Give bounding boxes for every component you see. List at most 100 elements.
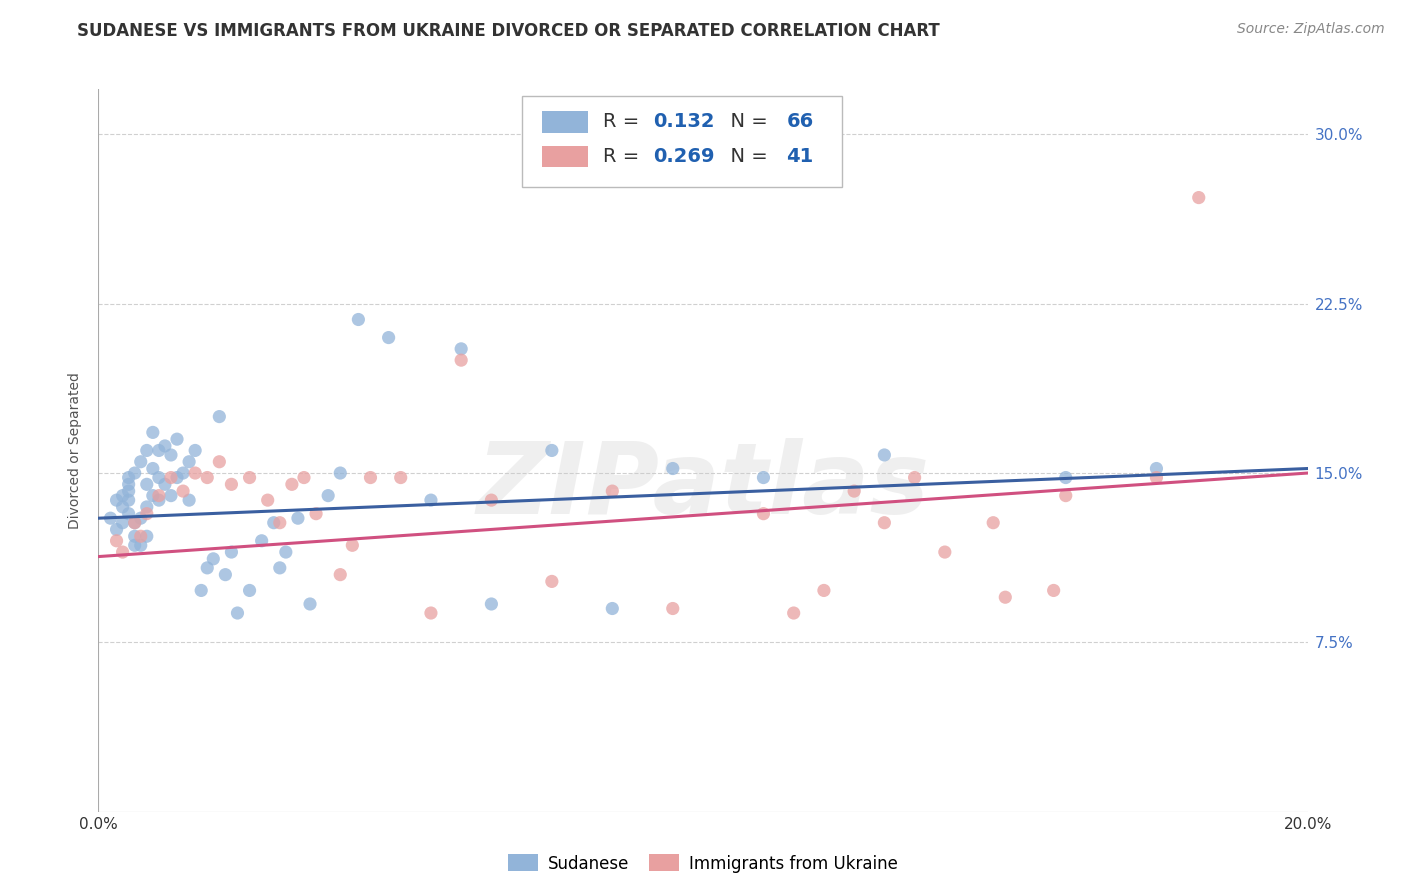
Point: [105, 523, 128, 537]
Point: [752, 470, 775, 484]
Point: [813, 583, 835, 598]
Point: [184, 443, 207, 458]
Point: [481, 493, 503, 508]
Point: [142, 489, 165, 503]
Text: ZIPatlas: ZIPatlas: [477, 438, 929, 535]
Text: 0.269: 0.269: [654, 147, 714, 166]
Point: [269, 561, 291, 575]
Point: [250, 533, 273, 548]
Point: [135, 507, 157, 521]
Point: [184, 466, 207, 480]
Point: [124, 538, 146, 552]
FancyBboxPatch shape: [522, 96, 842, 186]
Point: [420, 493, 443, 508]
Point: [1054, 489, 1077, 503]
Point: [450, 353, 472, 368]
Point: [166, 470, 188, 484]
Text: R =: R =: [603, 112, 645, 131]
Point: [221, 545, 243, 559]
Point: [981, 516, 1004, 530]
Text: N =: N =: [717, 112, 773, 131]
Point: [1188, 190, 1211, 204]
Y-axis label: Divorced or Separated: Divorced or Separated: [69, 372, 83, 529]
Point: [160, 448, 183, 462]
Text: 41: 41: [786, 147, 814, 166]
Point: [263, 516, 285, 530]
Point: [602, 601, 624, 615]
Point: [153, 477, 176, 491]
Point: [481, 597, 503, 611]
Point: [105, 493, 128, 508]
Point: [377, 330, 399, 344]
Point: [111, 516, 134, 530]
Point: [160, 489, 183, 503]
Text: N =: N =: [717, 147, 773, 166]
Point: [135, 529, 157, 543]
Point: [111, 500, 134, 514]
Point: [450, 342, 472, 356]
Point: [873, 448, 896, 462]
Point: [934, 545, 956, 559]
Text: 66: 66: [786, 112, 814, 131]
Point: [316, 489, 339, 503]
Point: [752, 507, 775, 521]
Point: [256, 493, 278, 508]
Point: [299, 597, 322, 611]
Point: [783, 606, 806, 620]
FancyBboxPatch shape: [543, 145, 588, 167]
Point: [166, 432, 188, 446]
Text: 0.132: 0.132: [654, 112, 714, 131]
Point: [129, 455, 152, 469]
Point: [129, 538, 152, 552]
Point: [1144, 470, 1167, 484]
Point: [420, 606, 443, 620]
Point: [118, 484, 141, 499]
Point: [226, 606, 249, 620]
Point: [1054, 470, 1077, 484]
Point: [274, 545, 297, 559]
Point: [342, 538, 364, 552]
Text: R =: R =: [603, 147, 645, 166]
Point: [208, 409, 231, 424]
Point: [214, 567, 236, 582]
Point: [172, 466, 194, 480]
Point: [179, 493, 201, 508]
Point: [148, 443, 170, 458]
Point: [292, 470, 315, 484]
Point: [148, 489, 170, 503]
Point: [208, 455, 231, 469]
Point: [148, 493, 170, 508]
Point: [160, 470, 183, 484]
Point: [873, 516, 896, 530]
Point: [135, 477, 157, 491]
Point: [100, 511, 122, 525]
Point: [124, 529, 146, 543]
Point: [179, 455, 201, 469]
Point: [118, 493, 141, 508]
Point: [124, 516, 146, 530]
Point: [329, 466, 352, 480]
Point: [195, 561, 218, 575]
Point: [904, 470, 927, 484]
Point: [135, 500, 157, 514]
Point: [129, 511, 152, 525]
Point: [153, 439, 176, 453]
Point: [281, 477, 304, 491]
Point: [118, 507, 141, 521]
Point: [360, 470, 382, 484]
Point: [389, 470, 412, 484]
Point: [195, 470, 218, 484]
Legend: Sudanese, Immigrants from Ukraine: Sudanese, Immigrants from Ukraine: [501, 847, 905, 880]
Point: [239, 470, 262, 484]
Point: [239, 583, 262, 598]
Point: [1042, 583, 1064, 598]
Point: [172, 484, 194, 499]
FancyBboxPatch shape: [543, 111, 588, 133]
Point: [105, 533, 128, 548]
Point: [111, 489, 134, 503]
Point: [142, 425, 165, 440]
Point: [202, 551, 225, 566]
Point: [844, 484, 866, 499]
Point: [148, 470, 170, 484]
Point: [305, 507, 328, 521]
